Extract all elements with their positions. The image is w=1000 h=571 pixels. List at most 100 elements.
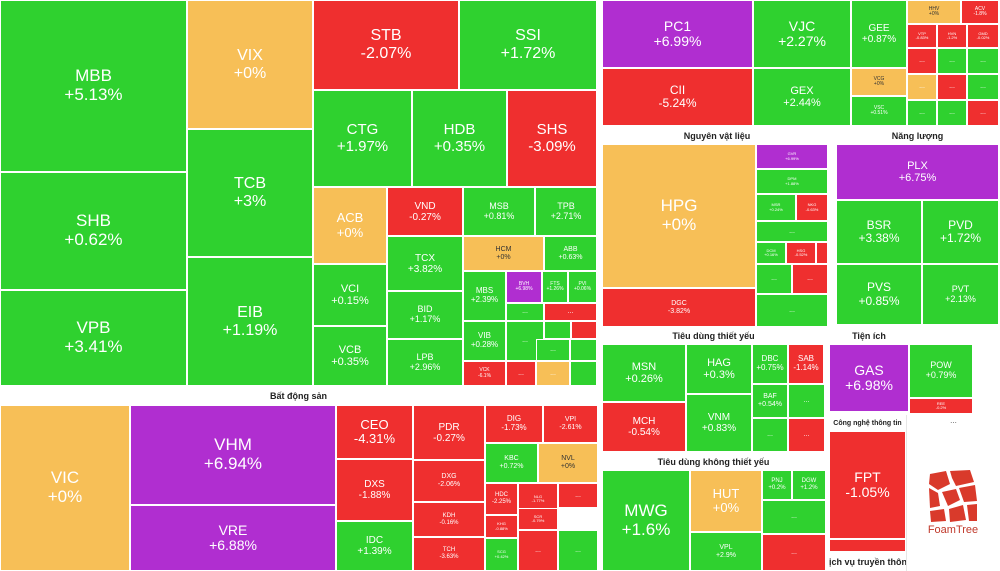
treemap-filler-tile[interactable]: ... <box>792 264 828 294</box>
treemap-tile-dgw[interactable]: DGW +1.2% <box>792 470 826 500</box>
treemap-tile-dgc[interactable]: DGC -3.82% <box>602 288 756 327</box>
treemap-tile-pc1[interactable]: PC1 +6.99% <box>602 0 753 68</box>
treemap-tile-tcb[interactable]: TCB +3% <box>187 129 313 257</box>
treemap-filler-tile[interactable]: ... <box>536 361 570 386</box>
treemap-tile-acv[interactable]: ACV -1.8% <box>961 0 999 24</box>
treemap-tile-vnd[interactable]: VND -0.27% <box>387 187 463 236</box>
treemap-filler-tile[interactable]: ... <box>937 74 967 100</box>
treemap-tile-kdh[interactable]: KDH -0.16% <box>413 502 485 537</box>
treemap-tile-shb[interactable]: SHB +0.62% <box>0 172 187 290</box>
treemap-tile-hdb[interactable]: HDB +0.35% <box>412 90 507 187</box>
treemap-filler-tile[interactable]: ... <box>506 361 536 386</box>
treemap-tile-vcb[interactable]: VCB +0.35% <box>313 326 387 386</box>
treemap-tile-stb[interactable]: STB -2.07% <box>313 0 459 90</box>
treemap-filler-tile[interactable]: ... <box>756 264 792 294</box>
treemap-tile-hhv[interactable]: HHV +0% <box>907 0 961 24</box>
treemap-tile-ssi[interactable]: SSI +1.72% <box>459 0 597 90</box>
treemap-tile-vjc[interactable]: VJC +2.27% <box>753 0 851 68</box>
treemap-tile-idc[interactable]: IDC +1.39% <box>336 521 413 571</box>
treemap-tile-scr[interactable]: SCR -0.79% <box>518 508 558 530</box>
treemap-filler-tile[interactable]: ... <box>762 534 826 571</box>
treemap-filler-tile[interactable]: ... <box>756 294 828 327</box>
treemap-filler-tile[interactable]: ... <box>967 100 999 126</box>
treemap-tile-pvd[interactable]: PVD +1.72% <box>922 200 999 264</box>
treemap-tile-fpt[interactable]: FPT -1.05% <box>829 431 906 539</box>
treemap-tile-abb[interactable]: ABB +0.63% <box>544 236 597 271</box>
treemap-tile-msr[interactable]: MSR +0.24% <box>756 194 796 221</box>
treemap-tile-vci[interactable]: VCI +0.15% <box>313 264 387 326</box>
treemap-tile-plx[interactable]: PLX +6.75% <box>836 144 999 200</box>
treemap-tile-dcm[interactable]: DCM +0.16% <box>756 242 786 264</box>
treemap-filler-tile[interactable] <box>829 539 906 552</box>
treemap-filler-tile[interactable] <box>544 321 571 339</box>
treemap-tile-pvt[interactable]: PVT +2.13% <box>922 264 999 325</box>
treemap-tile-mwg[interactable]: MWG +1.6% <box>602 470 690 571</box>
treemap-tile-hut[interactable]: HUT +0% <box>690 470 762 532</box>
treemap-tile-vpi[interactable]: VPI -2.61% <box>543 405 598 443</box>
treemap-tile-dxg[interactable]: DXG -2.06% <box>413 460 485 502</box>
treemap-filler-tile[interactable]: ... <box>967 74 999 100</box>
treemap-tile-mch[interactable]: MCH -0.54% <box>602 402 686 452</box>
treemap-tile-vpb[interactable]: VPB +3.41% <box>0 290 187 386</box>
treemap-filler-tile[interactable]: ... <box>907 74 937 100</box>
treemap-tile-hsg[interactable]: HSG -0.52% <box>786 242 816 264</box>
treemap-tile-bvh[interactable]: BVH +6.98% <box>506 271 542 303</box>
treemap-tile-vib[interactable]: VIB +0.28% <box>463 321 506 361</box>
treemap-tile-gvr[interactable]: GVR +6.99% <box>756 144 828 169</box>
treemap-tile-sab[interactable]: SAB -1.14% <box>788 344 824 384</box>
treemap-tile-vre[interactable]: VRE +6.88% <box>130 505 336 571</box>
treemap-tile-vpl[interactable]: VPL +2.9% <box>690 532 762 571</box>
treemap-filler-tile[interactable]: ... <box>752 418 788 452</box>
treemap-filler-tile[interactable]: ... <box>907 100 937 126</box>
treemap-filler-tile[interactable]: ... <box>762 500 826 534</box>
treemap-tile-dig[interactable]: DIG -1.73% <box>485 405 543 443</box>
treemap-tile-acb[interactable]: ACB +0% <box>313 187 387 264</box>
treemap-filler-tile[interactable]: ... <box>506 303 544 321</box>
treemap-filler-tile[interactable]: ... <box>544 303 597 321</box>
treemap-tile-fts[interactable]: FTS +1.26% <box>542 271 568 303</box>
treemap-tile-shs[interactable]: SHS -3.09% <box>507 90 597 187</box>
treemap-tile-gex[interactable]: GEX +2.44% <box>753 68 851 126</box>
treemap-filler-tile[interactable]: ... <box>536 339 570 361</box>
treemap-tile-pnj[interactable]: PNJ +0.2% <box>762 470 792 500</box>
treemap-filler-tile[interactable]: ... <box>558 483 598 508</box>
treemap-tile-pvs[interactable]: PVS +0.85% <box>836 264 922 325</box>
treemap-tile-gee[interactable]: GEE +0.87% <box>851 0 907 68</box>
treemap-tile-vix[interactable]: VIX +0% <box>187 0 313 129</box>
treemap-tile-baf[interactable]: BAF +0.54% <box>752 384 788 418</box>
treemap-tile-vsc[interactable]: VSC +0.51% <box>851 96 907 126</box>
treemap-tile-dbc[interactable]: DBC +0.75% <box>752 344 788 384</box>
treemap-filler-tile[interactable] <box>824 344 826 346</box>
treemap-tile-hpg[interactable]: HPG +0% <box>602 144 756 288</box>
treemap-tile-gmd[interactable]: GMD -0.02% <box>967 24 999 48</box>
treemap-filler-tile[interactable]: ... <box>907 48 937 74</box>
treemap-tile-vtp[interactable]: VTP -0.83% <box>907 24 937 48</box>
treemap-tile-eib[interactable]: EIB +1.19% <box>187 257 313 386</box>
treemap-filler-tile[interactable] <box>570 361 597 386</box>
treemap-filler-tile[interactable] <box>571 321 597 339</box>
treemap-tile-mbb[interactable]: MBB +5.13% <box>0 0 187 172</box>
treemap-tile-nvl[interactable]: NVL +0% <box>538 443 598 483</box>
treemap-tile-khg[interactable]: KHG -0.88% <box>485 515 518 538</box>
treemap-filler-tile[interactable]: ... <box>788 418 825 452</box>
treemap-filler-tile[interactable]: ... <box>756 221 828 242</box>
treemap-tile-pow[interactable]: POW +0.79% <box>909 344 973 398</box>
treemap-tile-dxs[interactable]: DXS -1.88% <box>336 459 413 521</box>
treemap-filler-tile[interactable]: ... <box>937 48 967 74</box>
treemap-tile-hag[interactable]: HAG +0.3% <box>686 344 752 394</box>
treemap-tile-tcx[interactable]: TCX +3.82% <box>387 236 463 291</box>
treemap-tile-vhm[interactable]: VHM +6.94% <box>130 405 336 505</box>
treemap-tile-pvi[interactable]: PVI +0.06% <box>568 271 597 303</box>
treemap-tile-vnm[interactable]: VNM +0.83% <box>686 394 752 452</box>
treemap-tile-vck[interactable]: VCK -6.1% <box>463 361 506 386</box>
treemap-filler-tile[interactable]: ... <box>967 48 999 74</box>
treemap-tile-dpm[interactable]: DPM +1.88% <box>756 169 828 194</box>
treemap-tile-hdc[interactable]: HDC -2.25% <box>485 483 518 515</box>
treemap-filler-tile[interactable]: ... <box>518 530 558 571</box>
treemap-filler-tile[interactable]: ... <box>558 530 598 571</box>
treemap-tile-gas[interactable]: GAS +6.98% <box>829 344 909 412</box>
treemap-filler-tile[interactable] <box>570 339 597 361</box>
treemap-tile-ctg[interactable]: CTG +1.97% <box>313 90 412 187</box>
treemap-tile-bsr[interactable]: BSR +3.38% <box>836 200 922 264</box>
treemap-filler-tile[interactable]: ... <box>788 384 825 418</box>
